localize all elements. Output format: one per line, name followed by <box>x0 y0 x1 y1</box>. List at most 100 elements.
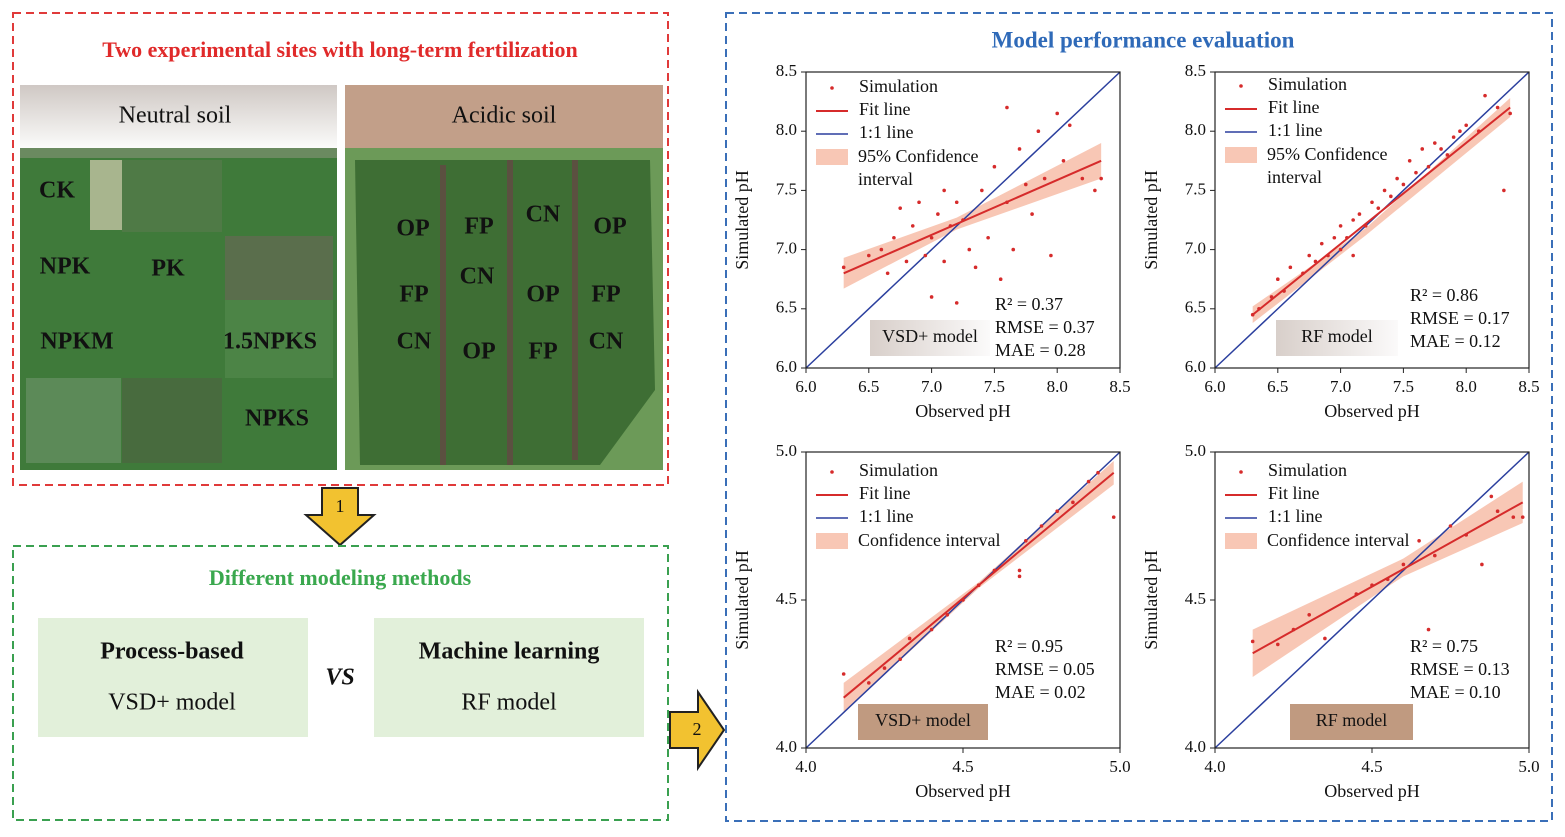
legend-label: Simulation <box>859 76 938 96</box>
data-point <box>1042 176 1047 181</box>
x-tick-label: 5.0 <box>1109 757 1130 776</box>
legend-label-box: Confidence interval <box>858 530 1000 550</box>
data-point <box>1458 129 1462 133</box>
data-point <box>1323 636 1327 641</box>
data-point <box>1332 235 1337 240</box>
plot-label: OP <box>593 214 626 240</box>
arrow-label: 1 <box>336 496 345 516</box>
x-tick-label: 4.5 <box>1361 757 1382 776</box>
data-point <box>1489 494 1494 499</box>
plot-label: NPKM <box>40 329 113 355</box>
y-tick-label: 5.0 <box>776 441 797 460</box>
model-label-box <box>1290 704 1413 740</box>
y-tick-label: 6.0 <box>1185 357 1206 376</box>
plot-label: PK <box>151 256 185 282</box>
acidic-photo <box>345 148 663 470</box>
data-point <box>992 568 997 573</box>
model-label: RF model <box>1316 710 1388 730</box>
plot-label: FP <box>399 282 428 308</box>
data-point <box>1039 524 1044 528</box>
confidence-band <box>1252 98 1511 324</box>
data-point <box>1354 592 1359 596</box>
x-tick-label: 6.5 <box>1267 377 1288 396</box>
data-point <box>1326 253 1330 258</box>
data-point <box>1093 188 1097 193</box>
data-point <box>1096 470 1100 475</box>
x-tick-label: 5.0 <box>1518 757 1539 776</box>
data-point <box>1011 247 1016 252</box>
data-point <box>1351 253 1355 258</box>
x-axis-label: Observed pH <box>1324 401 1419 421</box>
data-point <box>1357 212 1362 216</box>
data-point <box>1433 553 1437 558</box>
data-point <box>1376 206 1381 210</box>
data-point <box>1250 312 1255 317</box>
y-axis-label: Simulated pH <box>732 550 752 650</box>
confidence-band <box>843 143 1102 289</box>
method-box <box>374 618 644 737</box>
identity-line <box>1214 451 1530 749</box>
data-point <box>1338 247 1343 252</box>
x-axis-label: Observed pH <box>1324 781 1419 801</box>
x-tick-label: 8.5 <box>1518 377 1539 396</box>
plot-label: FP <box>591 282 620 308</box>
data-point <box>1351 218 1355 222</box>
plot-label: NPK <box>40 254 91 280</box>
data-point <box>1483 93 1487 98</box>
data-point <box>936 212 940 216</box>
data-point <box>1067 123 1072 128</box>
data-point <box>1276 277 1280 282</box>
data-point <box>1030 212 1034 216</box>
data-point <box>1061 159 1066 163</box>
plot-label: FP <box>528 339 557 365</box>
data-point <box>1401 562 1406 567</box>
legend-marker <box>830 86 834 90</box>
data-point <box>1363 224 1368 228</box>
plot-labels: CK NPK PK NPKM 1.5NPKS NPKS OP FP CN OP CN FP OP FP CN… <box>39 178 627 432</box>
data-point <box>1508 111 1512 116</box>
x-axis-label: Observed pH <box>915 781 1010 801</box>
legend-label-box: 95% Confidence interval <box>1267 144 1387 187</box>
stat-label: R² = 0.37 <box>995 294 1063 314</box>
legend-label-box: Confidence interval <box>1267 530 1410 550</box>
data-point <box>1055 111 1059 116</box>
data-point <box>1111 515 1116 519</box>
data-point <box>1370 200 1374 205</box>
data-point <box>929 627 934 632</box>
data-point <box>1269 295 1274 299</box>
data-point <box>1024 182 1028 187</box>
data-point <box>1024 539 1028 543</box>
data-point <box>945 613 950 617</box>
legend-label: 1:1 line <box>859 122 914 142</box>
method-box <box>38 618 308 737</box>
data-point <box>917 200 921 205</box>
x-tick-label: 7.5 <box>1393 377 1414 396</box>
data-point <box>1257 307 1261 311</box>
data-point <box>1414 170 1418 175</box>
data-point <box>986 235 990 240</box>
data-point <box>1005 200 1009 205</box>
data-point <box>1307 613 1311 617</box>
data-point <box>1276 642 1280 647</box>
plot-label: CN <box>397 329 432 355</box>
legend-label: Confidence interval <box>1267 530 1410 550</box>
legend-label-box: 95% Confidence interval <box>858 146 978 189</box>
evaluation-frame <box>725 12 1553 822</box>
data-point <box>1495 509 1500 513</box>
fit-line <box>843 159 1102 275</box>
data-point <box>1464 533 1468 537</box>
data-point <box>1448 524 1453 528</box>
plot-label: FP <box>464 214 493 240</box>
stat-label: RMSE = 0.13 <box>1410 659 1510 679</box>
legend-label: Simulation <box>1268 460 1347 480</box>
method-title: Process-based <box>100 639 244 665</box>
y-tick-label: 7.0 <box>776 239 797 258</box>
data-point <box>1451 135 1456 139</box>
data-point <box>1426 164 1431 169</box>
data-point <box>1049 253 1053 258</box>
data-point <box>898 206 902 210</box>
method-model: VSD+ model <box>108 690 236 716</box>
data-point <box>1313 259 1318 264</box>
x-tick-label: 4.0 <box>1204 757 1225 776</box>
